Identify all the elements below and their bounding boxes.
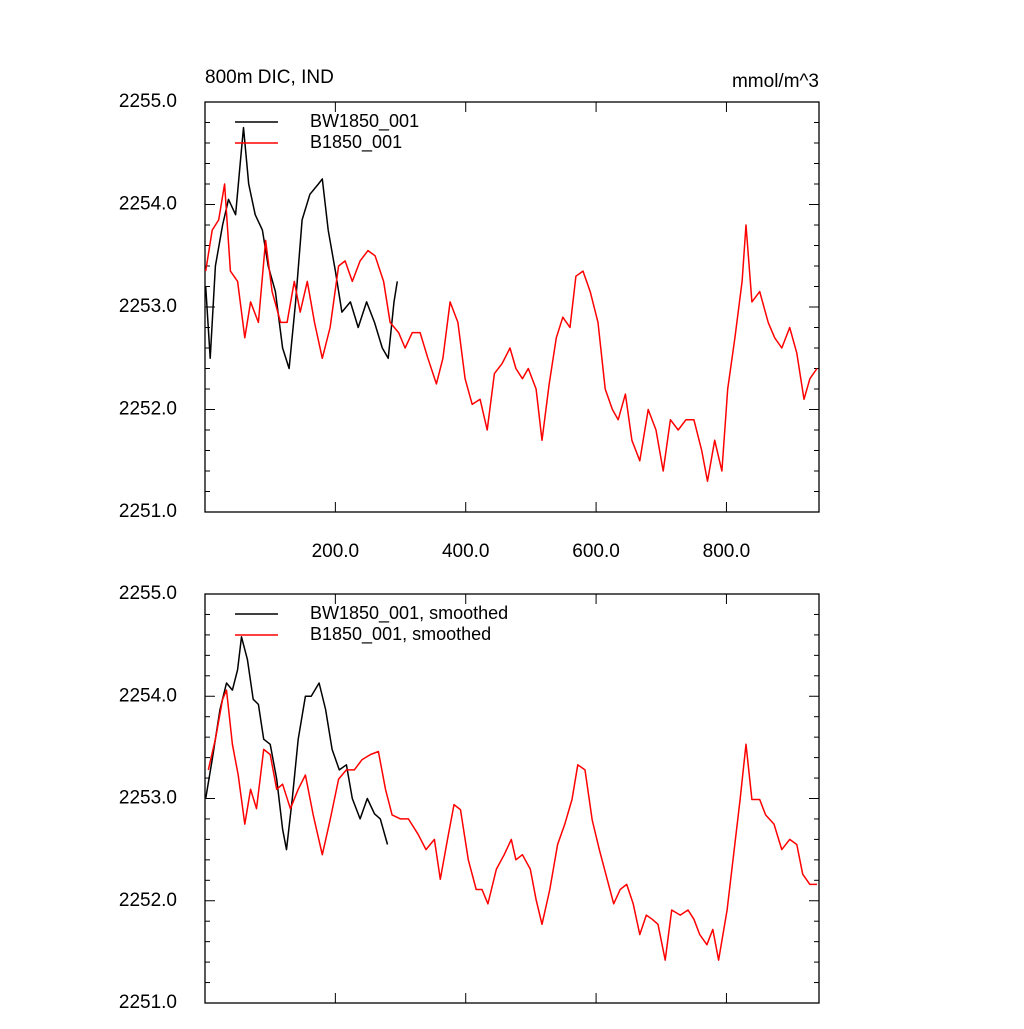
plot-frame bbox=[204, 593, 820, 1004]
series-line bbox=[207, 689, 817, 961]
chart-title: 800m DIC, IND bbox=[205, 67, 334, 88]
legend-label: B1850_001, smoothed bbox=[310, 624, 491, 645]
y-tick-label: 2254.0 bbox=[119, 194, 177, 215]
y-tick-label: 2251.0 bbox=[119, 501, 177, 522]
y-tick-label: 2253.0 bbox=[119, 788, 177, 809]
series-line bbox=[204, 183, 818, 482]
y-tick-label: 2252.0 bbox=[119, 890, 177, 911]
y-tick-label: 2254.0 bbox=[119, 685, 177, 706]
units-label: mmol/m^3 bbox=[732, 71, 819, 92]
legend-label: BW1850_001 bbox=[310, 111, 419, 132]
series-line bbox=[204, 126, 399, 370]
legend-label: BW1850_001, smoothed bbox=[310, 603, 508, 624]
x-tick-label: 600.0 bbox=[572, 541, 620, 562]
y-tick-label: 2251.0 bbox=[119, 992, 177, 1013]
x-tick-label: 400.0 bbox=[442, 541, 490, 562]
y-tick-label: 2255.0 bbox=[119, 583, 177, 604]
y-tick-label: 2255.0 bbox=[119, 91, 177, 112]
series-line bbox=[204, 636, 389, 851]
y-tick-label: 2253.0 bbox=[119, 296, 177, 317]
legend-label: B1850_001 bbox=[310, 132, 402, 153]
y-tick-label: 2252.0 bbox=[119, 399, 177, 420]
x-tick-label: 800.0 bbox=[703, 541, 751, 562]
plot-frame bbox=[204, 101, 820, 513]
x-tick-label: 200.0 bbox=[312, 541, 360, 562]
